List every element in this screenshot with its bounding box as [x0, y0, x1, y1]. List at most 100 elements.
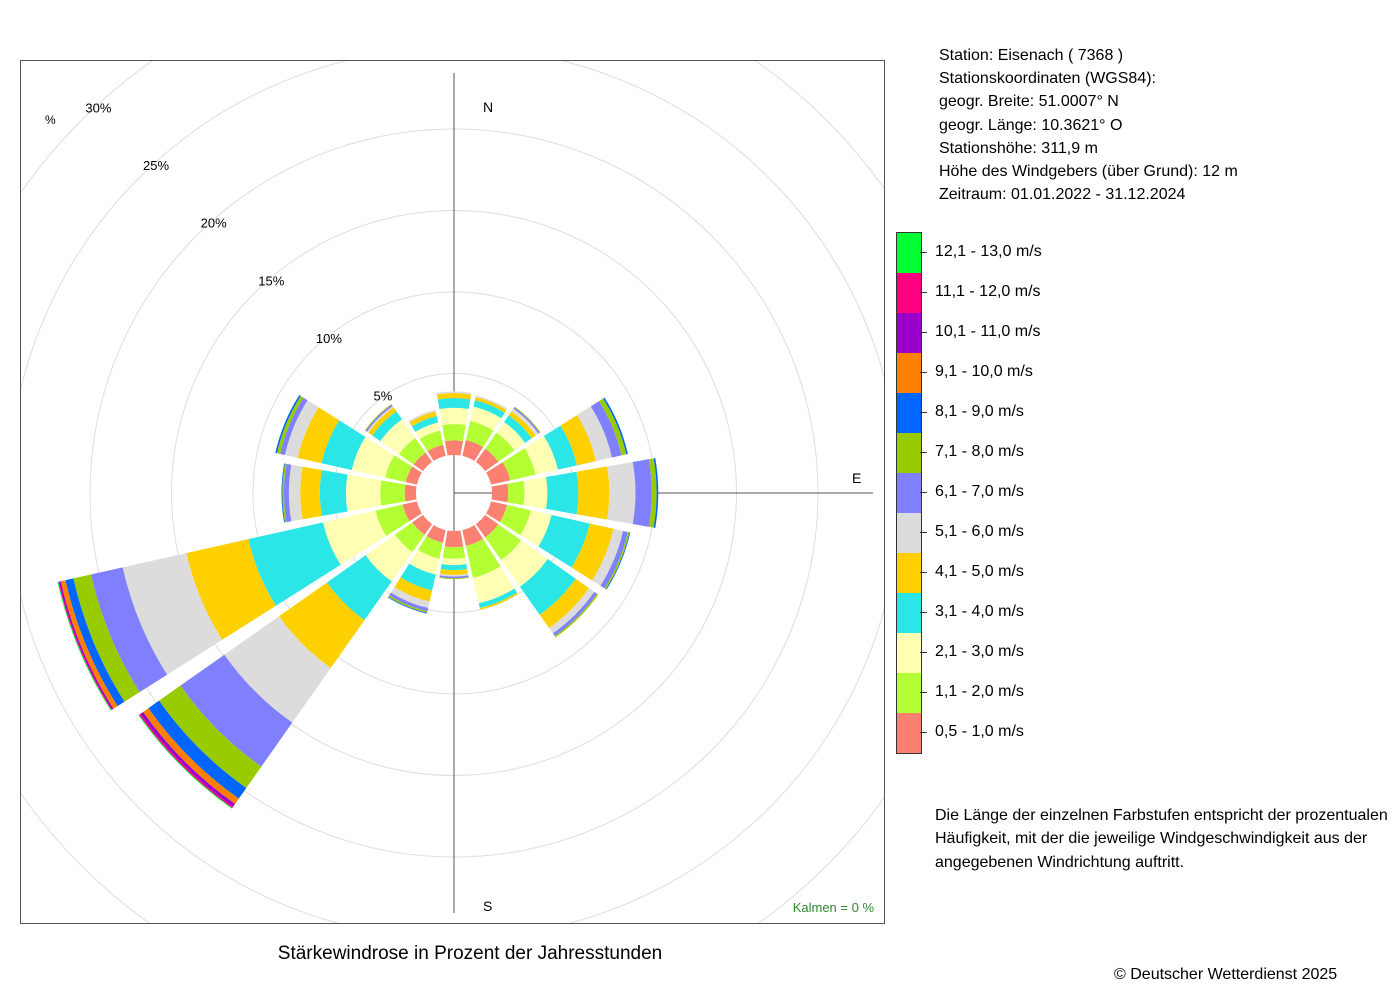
- legend-label: 12,1 - 13,0 m/s: [935, 243, 1042, 260]
- wedge-sw-class-7: [180, 654, 293, 767]
- wedge-wsw-class-9: [65, 578, 125, 707]
- wedge-ne-class-6: [511, 408, 539, 436]
- wedge-wnw-class-3: [351, 436, 395, 478]
- wedge-w-class-1: [404, 484, 417, 502]
- wedge-nne-class-2: [465, 420, 494, 448]
- wedge-se-class-1: [475, 514, 499, 538]
- wedge-s-class-3: [441, 557, 467, 566]
- legend-entry: 10,1 - 11,0 m/s: [920, 312, 1120, 352]
- wedge-se-class-2: [485, 524, 522, 561]
- wedge-sw-class-3: [365, 534, 413, 582]
- legend-tick: [920, 252, 927, 253]
- legend-label: 3,1 - 4,0 m/s: [935, 603, 1024, 620]
- wedge-se-class-3: [501, 540, 548, 587]
- wedge-nnw-class-1: [427, 444, 446, 461]
- wedge-s-class-1: [444, 530, 464, 548]
- legend-swatch: [897, 433, 921, 473]
- legend-entry: 11,1 - 12,0 m/s: [920, 272, 1120, 312]
- legend-tick: [920, 612, 927, 613]
- legend-swatch: [897, 233, 921, 273]
- wedge-wsw-class-10: [60, 580, 118, 709]
- wedge-nnw-class-3: [415, 422, 440, 439]
- wedge-ssw-class-5: [394, 577, 433, 602]
- station-name: Station: Eisenach ( 7368 ): [939, 47, 1124, 64]
- legend-swatch: [897, 273, 921, 313]
- wedge-nnw-class-2: [419, 430, 444, 452]
- wedge-e-class-3: [523, 477, 548, 509]
- wedge-wsw-class-1: [402, 501, 422, 522]
- wedge-ssw-class-7: [389, 592, 429, 612]
- direction-label-s: S: [483, 898, 493, 914]
- wedge-w-class-3: [345, 474, 382, 512]
- wedge-nne-class-5: [474, 397, 507, 413]
- wedge-e-class-6: [607, 461, 636, 525]
- wedge-ese-class-5: [571, 523, 614, 581]
- wind-rose-svg: 5% 10% 15% 20% 25% 30%: [21, 61, 884, 923]
- legend-entry: 1,1 - 2,0 m/s: [920, 672, 1120, 712]
- legend-color-bar: [896, 232, 922, 754]
- legend-entry: 3,1 - 4,0 m/s: [920, 592, 1120, 632]
- wedge-nnw-class-6: [408, 409, 436, 423]
- wedge-e-class-2: [507, 480, 525, 506]
- legend-label: 1,1 - 2,0 m/s: [935, 683, 1024, 700]
- legend-swatch: [897, 713, 921, 753]
- wedge-ssw-class-8: [388, 595, 428, 613]
- wedge-wnw-class-5: [297, 407, 340, 464]
- wedge-ene-class-2: [502, 448, 536, 481]
- legend-entry: 9,1 - 10,0 m/s: [920, 352, 1120, 392]
- station-elevation: Stationshöhe: 311,9 m: [939, 139, 1098, 157]
- radial-tick-label-15: 15%: [258, 273, 284, 288]
- wedge-n-class-4: [437, 397, 471, 409]
- legend-label: 11,1 - 12,0 m/s: [935, 283, 1041, 300]
- wedge-wsw-class-6: [122, 553, 223, 675]
- wedge-w-class-6: [288, 464, 303, 522]
- wedge-e-class-8: [648, 458, 657, 528]
- wedge-w-class-2: [380, 480, 406, 506]
- wedge-nw-class-2: [398, 437, 426, 465]
- wedge-sse-class-3: [473, 566, 515, 604]
- radial-tick-label-25: 25%: [143, 158, 169, 173]
- legend-label: 5,1 - 6,0 m/s: [935, 523, 1024, 540]
- wedge-wsw-class-4: [248, 522, 341, 606]
- wedge-sse-class-4: [478, 588, 518, 609]
- wedge-w-class-8: [282, 463, 287, 523]
- wedge-wsw-class-8: [73, 574, 140, 702]
- wedge-w-class-7: [283, 463, 292, 523]
- wedge-ene-class-9: [603, 397, 628, 455]
- wedge-s-class-2: [442, 546, 466, 559]
- sensor-height: Höhe des Windgebers (über Grund): 12 m: [939, 163, 1238, 181]
- legend-entry: 0,5 - 1,0 m/s: [920, 712, 1120, 752]
- wedge-sw-class-10: [143, 708, 239, 804]
- wedge-wnw-class-9: [275, 395, 301, 454]
- legend-entry: 12,1 - 13,0 m/s: [920, 232, 1120, 272]
- wedge-ese-class-8: [604, 532, 630, 590]
- wedge-ssw-class-6: [390, 587, 430, 609]
- wedge-nw-class-6: [366, 405, 394, 433]
- legend-label: 8,1 - 9,0 m/s: [935, 403, 1024, 420]
- wedge-ene-class-6: [576, 406, 612, 462]
- legend-swatch: [897, 633, 921, 673]
- legend-entry: 5,1 - 6,0 m/s: [920, 512, 1120, 552]
- wedge-ssw-class-3: [409, 549, 440, 575]
- legend-entry: 8,1 - 9,0 m/s: [920, 392, 1120, 432]
- radial-tick-label-30: 30%: [85, 100, 111, 115]
- legend-label: 7,1 - 8,0 m/s: [935, 443, 1024, 460]
- explanation-note: Die Länge der einzelnen Farbstufen entsp…: [935, 807, 1388, 871]
- wedge-wnw-class-1: [405, 466, 422, 485]
- wedge-nw-class-1: [413, 452, 433, 472]
- legend-label: 10,1 - 11,0 m/s: [935, 323, 1041, 340]
- wedge-w-class-4: [319, 470, 348, 516]
- wedge-e-class-1: [491, 483, 509, 503]
- wedge-nne-class-1: [462, 440, 484, 461]
- wedge-sse-class-2: [465, 538, 501, 578]
- wedge-n-class-6: [436, 391, 472, 395]
- legend-label: 0,5 - 1,0 m/s: [935, 723, 1024, 740]
- wedge-sse-class-1: [462, 525, 484, 546]
- legend-entry: 6,1 - 7,0 m/s: [920, 472, 1120, 512]
- wedge-nw-class-3: [380, 419, 416, 455]
- wedge-wsw-class-2: [375, 504, 410, 537]
- wedge-ene-class-7: [590, 401, 622, 458]
- direction-label-n: N: [483, 99, 494, 115]
- wedge-ene-class-3: [524, 436, 558, 475]
- legend-tick: [920, 452, 927, 453]
